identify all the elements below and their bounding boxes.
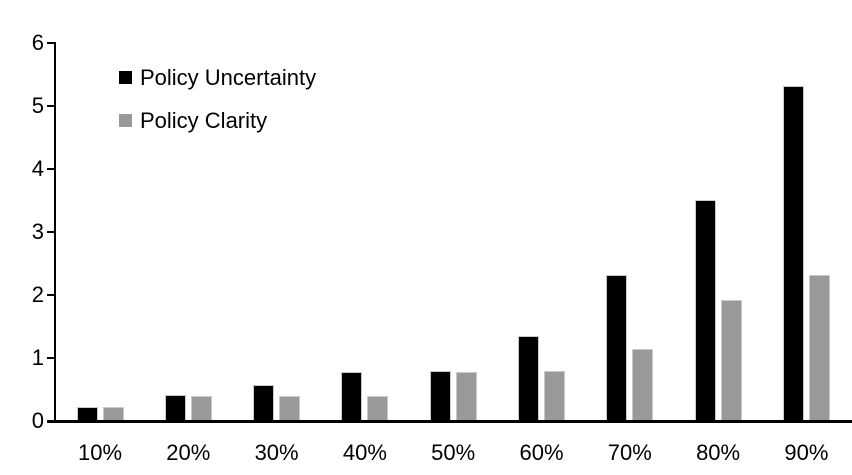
y-axis-tick-label: 1: [31, 345, 44, 370]
x-axis-label-90: 90%: [784, 440, 829, 465]
bar-policy-clarity-70: [632, 348, 654, 420]
y-axis-tick: [47, 420, 56, 422]
y-axis-tick: [47, 231, 56, 233]
bar-policy-uncertainty-80: [694, 199, 716, 420]
x-axis-label-60: 60%: [519, 440, 564, 465]
y-axis-tick-label: 5: [31, 93, 44, 118]
bar-policy-clarity-30: [279, 396, 301, 420]
y-axis-tick: [47, 105, 56, 107]
y-axis-tick-label: 6: [31, 30, 44, 55]
legend-item-policy-uncertainty: Policy Uncertainty: [119, 64, 316, 91]
bar-policy-uncertainty-10: [76, 407, 98, 420]
bar-policy-clarity-20: [190, 396, 212, 420]
y-axis-tick-label: 2: [31, 282, 44, 307]
x-axis-label-40: 40%: [342, 440, 387, 465]
legend-item-policy-clarity: Policy Clarity: [119, 107, 316, 134]
bar-policy-clarity-90: [808, 275, 830, 420]
bar-policy-clarity-50: [455, 372, 477, 420]
bar-policy-uncertainty-30: [253, 385, 275, 420]
x-axis-label-50: 50%: [431, 440, 476, 465]
legend-label-policy-uncertainty: Policy Uncertainty: [140, 65, 317, 90]
y-axis-tick: [47, 294, 56, 296]
bar-policy-uncertainty-70: [606, 275, 628, 420]
bar-policy-clarity-40: [367, 396, 389, 420]
x-axis-line: [47, 420, 852, 423]
y-axis-tick: [47, 168, 56, 170]
x-axis-label-10: 10%: [77, 440, 123, 465]
x-axis-label-20: 20%: [166, 440, 211, 465]
bar-policy-uncertainty-60: [518, 336, 539, 420]
legend-swatch-policy-uncertainty: [119, 71, 132, 84]
y-axis-tick: [47, 42, 56, 44]
bar-policy-clarity-60: [544, 371, 565, 420]
x-axis-label-30: 30%: [254, 440, 299, 465]
legend-swatch-policy-clarity: [119, 114, 132, 127]
legend: Policy Uncertainty Policy Clarity: [119, 64, 316, 150]
bar-policy-uncertainty-50: [429, 370, 451, 420]
y-axis-tick-label: 3: [31, 219, 44, 244]
bar-policy-clarity-10: [102, 407, 124, 420]
y-axis-tick-label: 4: [31, 156, 44, 181]
x-axis-label-70: 70%: [607, 440, 652, 465]
legend-label-policy-clarity: Policy Clarity: [140, 108, 268, 133]
bar-policy-uncertainty-90: [782, 86, 804, 420]
bar-policy-uncertainty-20: [164, 394, 186, 420]
x-axis-label-80: 80%: [696, 440, 741, 465]
y-axis-tick: [47, 357, 56, 359]
bar-policy-clarity-80: [720, 300, 742, 420]
bar-policy-uncertainty-40: [341, 372, 363, 420]
y-axis-tick-label: 0: [31, 408, 44, 433]
